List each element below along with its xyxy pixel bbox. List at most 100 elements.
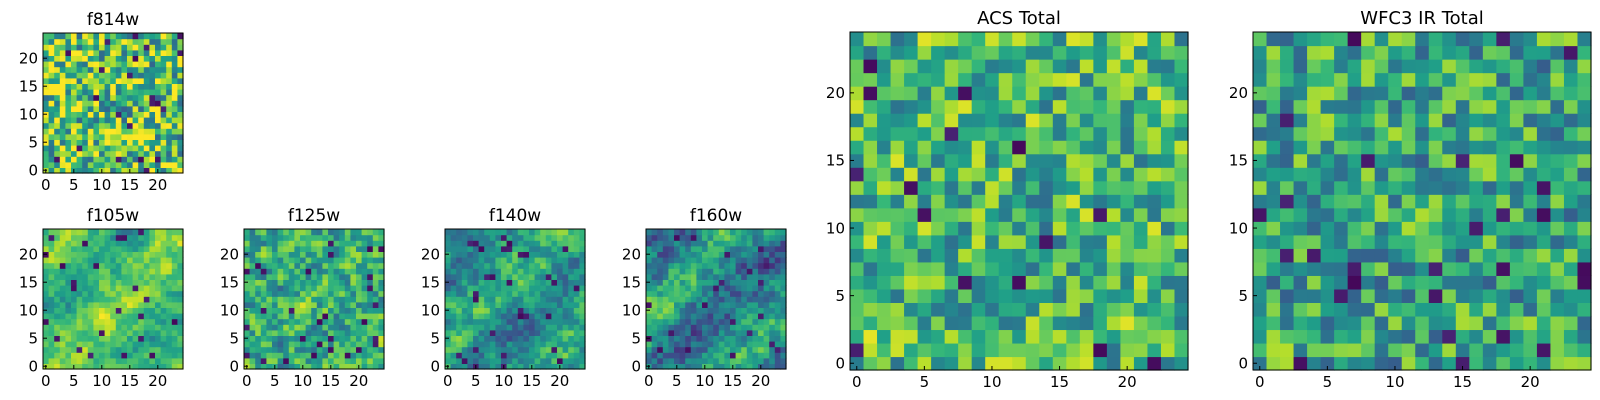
heatmap-cell [177, 111, 184, 118]
heatmap-cell [1577, 221, 1592, 236]
heatmap-cell [863, 32, 878, 47]
heatmap-cell [1160, 302, 1176, 317]
heatmap-cell [1079, 140, 1094, 155]
heatmap-cell [1415, 194, 1430, 209]
heatmap-cell [48, 117, 55, 124]
heatmap-cell [59, 245, 66, 252]
heatmap-cell [300, 335, 307, 342]
heatmap-cell [1079, 288, 1094, 303]
heatmap-cell [931, 275, 946, 290]
heatmap-cell [579, 335, 586, 342]
heatmap-cell [121, 94, 128, 101]
heatmap-cell [339, 296, 346, 303]
heatmap-cell [495, 352, 502, 359]
heatmap-cell [985, 153, 1000, 168]
heatmap-cell [59, 357, 66, 364]
heatmap-cell [674, 273, 681, 280]
heatmap-cell [489, 335, 496, 342]
heatmap-cell [121, 251, 128, 258]
heatmap-cell [735, 268, 742, 275]
heatmap-cell [104, 301, 111, 308]
heatmap-cell [657, 307, 664, 314]
heatmap-cell [467, 245, 474, 252]
y-tick-label: 15 [19, 273, 38, 291]
heatmap-cell [1415, 72, 1430, 87]
heatmap-cell [545, 279, 552, 286]
heatmap-cell [985, 180, 1000, 195]
heatmap-cell [1563, 315, 1579, 331]
heatmap-cell [1442, 32, 1457, 47]
heatmap-cell [730, 257, 737, 264]
heatmap-cell [1550, 45, 1565, 60]
heatmap-cell [1334, 72, 1349, 87]
heatmap-cell [1133, 356, 1149, 371]
heatmap-cell [87, 111, 94, 118]
heatmap-cell [1334, 153, 1349, 168]
heatmap-cell [361, 262, 368, 269]
heatmap-cell [283, 273, 290, 280]
heatmap-cell [1361, 342, 1376, 358]
heatmap-cell [557, 262, 564, 269]
heatmap-cell [506, 352, 513, 359]
heatmap-cell [244, 234, 251, 241]
y-tick-label: 5 [229, 329, 239, 347]
heatmap-cell [171, 111, 178, 118]
heatmap-cell [311, 251, 318, 258]
heatmap-cell [87, 307, 94, 314]
heatmap-cell [1093, 126, 1108, 141]
heatmap-cell [71, 257, 78, 264]
heatmap-cell [506, 313, 513, 320]
heatmap-cell [562, 229, 569, 236]
heatmap-cell [534, 346, 541, 353]
heatmap-cell [679, 296, 686, 303]
heatmap-cell [138, 335, 145, 342]
heatmap-cell [557, 234, 564, 241]
heatmap-cell [985, 140, 1000, 155]
heatmap-cell [171, 234, 178, 241]
heatmap-cell [1025, 140, 1040, 155]
heatmap-cell [1401, 329, 1416, 344]
heatmap-cell [149, 296, 156, 303]
heatmap-cell [361, 313, 368, 320]
heatmap-cell [143, 240, 150, 247]
heatmap-cell [87, 229, 94, 236]
heatmap-cell [171, 285, 178, 292]
heatmap-cell [863, 45, 878, 60]
heatmap-cell [82, 156, 89, 163]
heatmap-cell [378, 301, 385, 308]
heatmap-cell [702, 296, 709, 303]
heatmap-cell [758, 285, 765, 292]
heatmap-cell [110, 352, 117, 359]
heatmap-cell [1496, 59, 1511, 74]
heatmap-cell [445, 346, 452, 353]
heatmap-cell [769, 257, 776, 264]
heatmap-cell [579, 279, 586, 286]
heatmap-cell [356, 245, 363, 252]
heatmap-cell [489, 229, 496, 236]
heatmap-cell [735, 335, 742, 342]
heatmap-cell [450, 318, 457, 325]
heatmap-cell [707, 229, 714, 236]
heatmap-cell [322, 229, 329, 236]
heatmap-cell [562, 290, 569, 297]
heatmap-cell [115, 66, 122, 73]
heatmap-cell [904, 302, 919, 317]
heatmap-cell [76, 324, 83, 331]
heatmap-cell [138, 285, 145, 292]
heatmap-cell [707, 251, 714, 258]
heatmap-cell [557, 313, 564, 320]
heatmap-cell [1428, 32, 1443, 47]
heatmap-cell [467, 229, 474, 236]
heatmap-cell [121, 167, 128, 174]
heatmap-cell [171, 363, 178, 370]
heatmap-cell [121, 145, 128, 152]
heatmap-cell [171, 122, 178, 129]
heatmap-cell [741, 329, 748, 336]
heatmap-cell [82, 122, 89, 129]
heatmap-cell [121, 268, 128, 275]
heatmap-cell [1523, 234, 1538, 249]
heatmap-cell [467, 285, 474, 292]
heatmap-cell [473, 251, 480, 258]
heatmap-cell [1039, 72, 1054, 87]
heatmap-cell [478, 335, 485, 342]
